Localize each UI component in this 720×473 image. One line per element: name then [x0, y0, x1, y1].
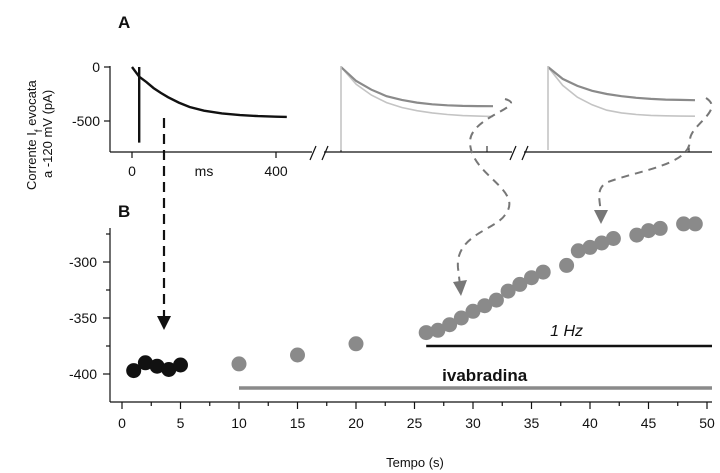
data-point-series-2	[442, 317, 458, 333]
data-point-series-2	[524, 270, 539, 286]
panel-b-x-tick-label: 0	[118, 415, 126, 431]
data-point-series-1	[290, 347, 305, 363]
panel-a-inset-2	[547, 66, 696, 152]
ivabradine-label: ivabradina	[442, 366, 528, 385]
panel-b-y-tick-label: -300	[69, 254, 97, 270]
connector-arrowhead-inset-2	[594, 210, 608, 224]
panel-a-x-tick-label-400: 400	[264, 163, 288, 179]
data-point-series-2	[676, 216, 692, 232]
panel-b-axes: -300 -350 -400 0 5 10 15 20 25 30 35 40 45 50	[69, 228, 715, 431]
panel-b-x-tick-label: 50	[699, 415, 715, 431]
panel-b-y-tick-label: -400	[69, 366, 97, 382]
data-point-series-2	[582, 239, 598, 255]
data-point-series-2	[430, 322, 446, 338]
data-point-series-2	[605, 231, 621, 246]
data-point-series-2	[629, 227, 645, 243]
panel-a-inset-1	[340, 66, 494, 152]
data-point-series-0	[173, 357, 188, 373]
data-point-series-0	[161, 362, 177, 377]
panel-a-xlabel: ms	[195, 163, 214, 179]
panel-a-y-tick-label-0: 0	[92, 59, 100, 75]
data-point-series-2	[418, 325, 434, 341]
panel-a-ylabel-line1: Corrente If evocata	[24, 79, 45, 190]
connector-arrow-inset-1	[456, 98, 513, 286]
panel-b-label: B	[118, 202, 130, 221]
data-point-series-2	[559, 257, 575, 273]
panel-b-xlabel: Tempo (s)	[386, 455, 444, 470]
panel-a-ylabel-line2: a -120 mV (pA)	[40, 90, 55, 178]
data-point-series-2	[570, 243, 586, 259]
panel-b-y-tick-label: -350	[69, 310, 97, 326]
data-point-series-2	[453, 310, 469, 326]
panel-a-inset-1-control-trace	[340, 66, 494, 118]
panel-b-x-tick-label: 35	[524, 415, 540, 431]
panel-b-x-tick-label: 30	[465, 415, 481, 431]
panel-a-axis-breaks	[309, 145, 529, 161]
data-point-series-2	[500, 283, 516, 299]
connector-arrowhead-main	[157, 316, 171, 330]
data-point-series-2	[594, 235, 610, 251]
panel-b-data-points	[126, 216, 703, 379]
panel-b-x-tick-label: 15	[290, 415, 306, 431]
data-point-series-1	[348, 336, 364, 352]
frequency-label: 1 Hz	[550, 323, 583, 340]
panel-b-x-tick-label: 20	[348, 415, 364, 431]
data-point-series-2	[465, 303, 481, 319]
data-point-series-2	[512, 276, 528, 292]
panel-b-x-tick-label: 10	[231, 415, 247, 431]
panel-a-label: A	[118, 13, 130, 32]
panel-a-inset-2-control-trace	[547, 66, 696, 117]
data-point-series-2	[477, 298, 493, 314]
panel-a-main-trace	[131, 66, 287, 119]
panel-a-inset-2-drug-trace	[547, 66, 696, 102]
data-point-series-2	[535, 264, 551, 280]
data-point-series-2	[488, 292, 504, 308]
data-point-series-2	[652, 220, 668, 236]
panel-a-inset-1-drug-trace	[340, 66, 494, 108]
data-point-series-0	[149, 358, 165, 374]
data-point-series-0	[126, 363, 142, 379]
data-point-series-2	[687, 216, 703, 232]
data-point-series-1	[231, 356, 247, 372]
connector-arrow-inset-2	[598, 97, 713, 215]
panel-b-x-tick-label: 5	[177, 415, 185, 431]
panel-b-x-tick-label: 40	[582, 415, 598, 431]
connector-arrowhead-inset-1	[453, 280, 467, 296]
data-point-series-0	[137, 355, 153, 371]
panel-b-x-tick-label: 25	[407, 415, 423, 431]
panel-a-x-tick-label-0: 0	[128, 163, 136, 179]
data-point-series-2	[641, 223, 656, 239]
panel-a-y-tick-label-1: -500	[72, 113, 100, 129]
panel-b-x-tick-label: 45	[641, 415, 657, 431]
